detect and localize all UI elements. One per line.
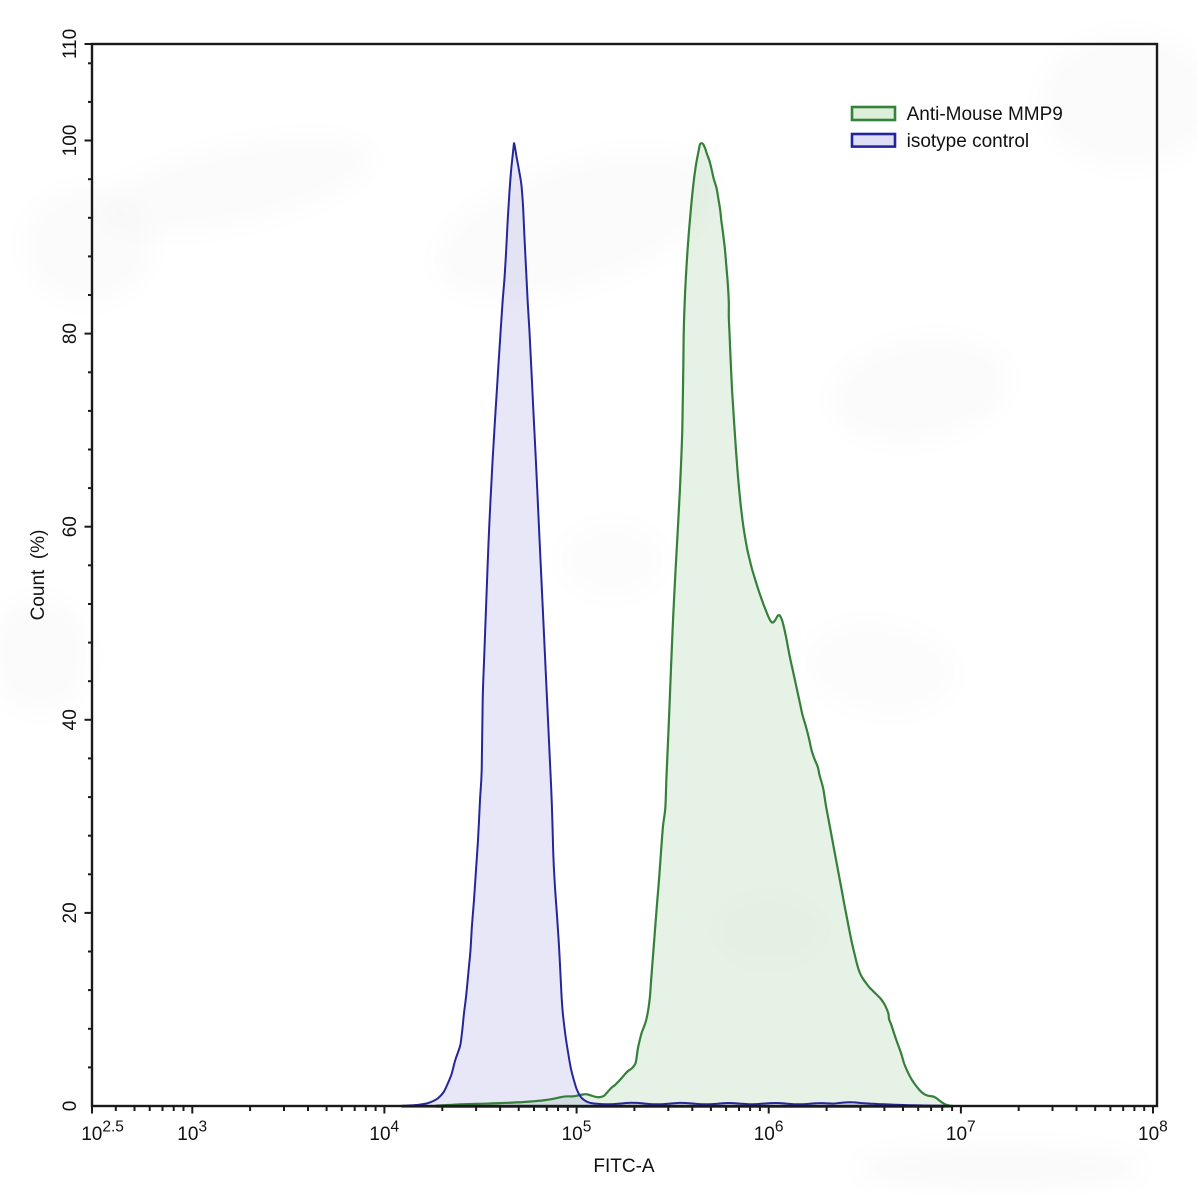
svg-text:110: 110 — [60, 29, 81, 59]
svg-text:40: 40 — [60, 709, 81, 730]
svg-text:Count (%): Count (%) — [28, 530, 49, 621]
svg-text:60: 60 — [60, 516, 81, 537]
svg-text:isotype control: isotype control — [907, 131, 1030, 152]
svg-text:100: 100 — [60, 125, 81, 157]
svg-text:0: 0 — [60, 1101, 81, 1112]
svg-text:Anti-Mouse MMP9: Anti-Mouse MMP9 — [907, 104, 1063, 125]
svg-text:20: 20 — [60, 902, 81, 923]
svg-text:FITC-A: FITC-A — [593, 1156, 655, 1177]
svg-text:80: 80 — [60, 323, 81, 344]
